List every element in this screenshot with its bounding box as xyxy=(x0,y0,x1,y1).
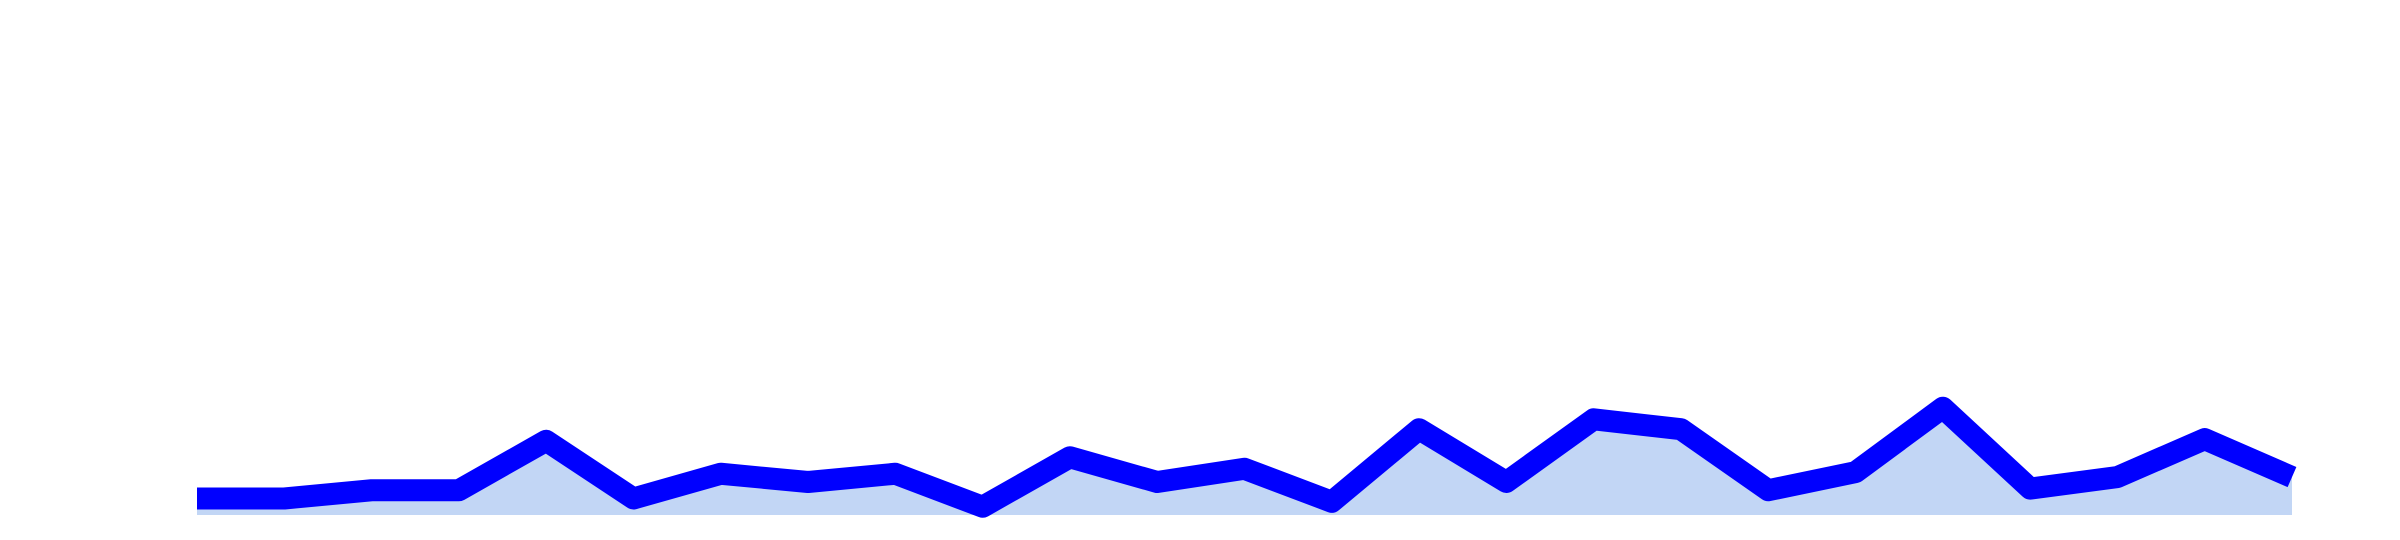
series-line xyxy=(197,396,2297,518)
series-line-layer xyxy=(197,396,2297,518)
area-fill-layer xyxy=(197,407,2292,515)
area-fill xyxy=(197,407,2292,515)
